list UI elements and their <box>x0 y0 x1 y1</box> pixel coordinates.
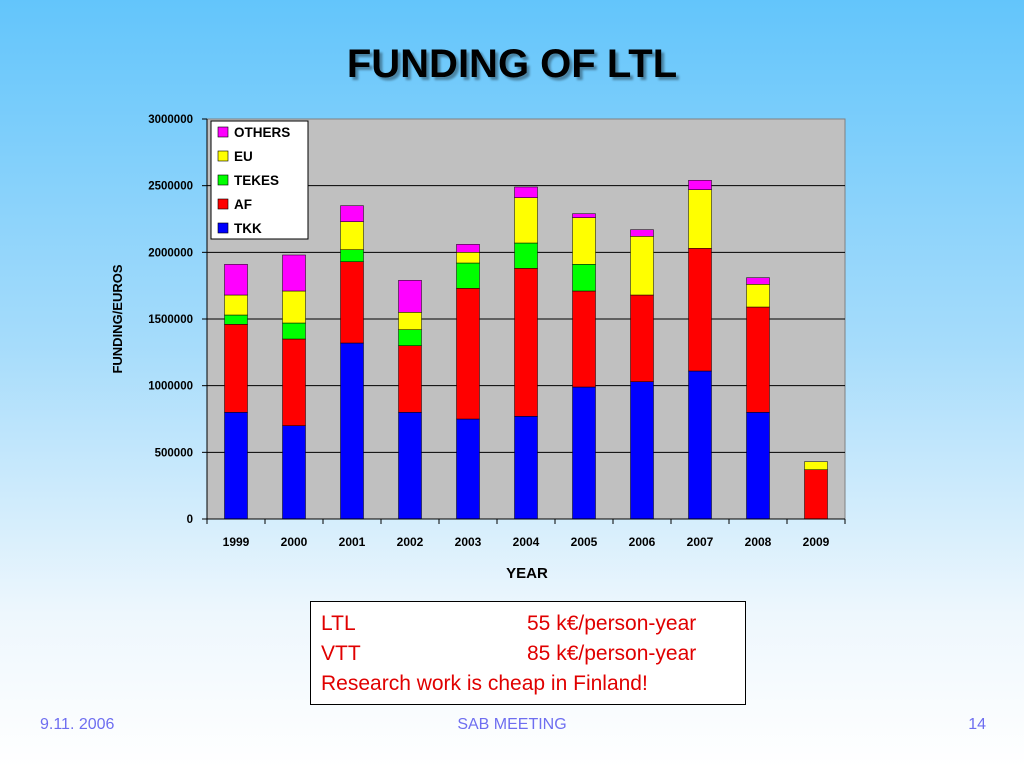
bar-stacks <box>224 180 828 520</box>
bar-segment-tkk-2000 <box>282 425 306 520</box>
bar-segment-tekes-2003 <box>456 262 480 289</box>
axes <box>202 118 846 524</box>
bar-segment-af-2008 <box>746 306 770 413</box>
y-tick-label: 2000000 <box>148 247 193 259</box>
bar-segment-eu-2001 <box>340 221 364 250</box>
bar-segment-others-2007 <box>688 180 712 190</box>
x-tick-label: 2003 <box>455 535 482 549</box>
bar-segment-af-2003 <box>456 288 480 420</box>
x-tick-label: 2006 <box>629 535 656 549</box>
bar-segment-af-2009 <box>804 469 828 520</box>
bar-segment-eu-2007 <box>688 189 712 249</box>
bar-segment-tkk-2007 <box>688 370 712 520</box>
bar-segment-others-2005 <box>572 213 596 218</box>
x-tick-label: 2002 <box>397 535 424 549</box>
bar-segment-eu-2009 <box>804 461 828 470</box>
bar-segment-tekes-2002 <box>398 329 422 346</box>
bar-segment-others-2001 <box>340 205 364 222</box>
x-tick-label: 2004 <box>513 535 540 549</box>
legend: OTHERS EU TEKES AF TKK <box>210 120 309 240</box>
legend-swatch-af <box>217 198 229 210</box>
x-tick-label: 2005 <box>571 535 598 549</box>
footer-date: 9.11. 2006 <box>40 716 115 733</box>
x-tick-label: 2001 <box>339 535 366 549</box>
funding-chart: 0 500000 1000000 1500000 2000000 2500000 30000… <box>110 114 846 582</box>
y-tick-label: 2500000 <box>148 181 193 193</box>
legend-swatch-tkk <box>217 222 229 234</box>
y-axis-label: FUNDING/EUROS <box>110 264 125 373</box>
x-tick-label: 2008 <box>745 535 772 549</box>
info-label: LTL <box>321 612 356 635</box>
page-number: 14 <box>968 716 986 733</box>
bar-segment-tekes-2000 <box>282 322 306 340</box>
bar-segment-af-1999 <box>224 324 248 413</box>
legend-swatch-tekes <box>217 174 229 186</box>
legend-label-af: AF <box>234 197 252 212</box>
bar-segment-tkk-2004 <box>514 416 538 520</box>
bar-segment-eu-2002 <box>398 312 422 330</box>
bar-segment-tekes-1999 <box>224 314 248 325</box>
bar-segment-others-2003 <box>456 244 480 253</box>
legend-swatch-others <box>217 126 229 138</box>
bar-segment-tekes-2005 <box>572 264 596 292</box>
legend-label-tkk: TKK <box>234 221 262 236</box>
bar-segment-tkk-1999 <box>224 412 248 520</box>
bar-segment-others-1999 <box>224 264 248 296</box>
bar-segment-others-2006 <box>630 229 654 237</box>
bar-segment-eu-2004 <box>514 197 538 244</box>
bar-segment-tkk-2001 <box>340 342 364 520</box>
y-tick-label: 0 <box>187 514 193 526</box>
bar-segment-af-2007 <box>688 248 712 372</box>
bar-segment-af-2005 <box>572 290 596 388</box>
y-tick-label: 1500000 <box>148 314 193 326</box>
bar-segment-af-2000 <box>282 338 306 426</box>
bar-segment-tekes-2001 <box>340 249 364 262</box>
bar-segment-af-2001 <box>340 261 364 344</box>
x-tick-label: 2009 <box>803 535 830 549</box>
x-tick-label: 2007 <box>687 535 714 549</box>
bar-segment-others-2008 <box>746 277 770 285</box>
info-row-vtt: VTT 85 k€/person-year <box>321 639 733 669</box>
footer-title: SAB MEETING <box>457 716 567 733</box>
info-label: VTT <box>321 642 361 665</box>
x-tick-label: 2000 <box>281 535 308 549</box>
x-tick-label: 1999 <box>223 535 250 549</box>
info-note: Research work is cheap in Finland! <box>321 672 648 695</box>
bar-segment-eu-2000 <box>282 290 306 324</box>
bar-segment-eu-2003 <box>456 252 480 264</box>
legend-swatch-eu <box>217 150 229 162</box>
legend-label-tekes: TEKES <box>234 173 279 188</box>
y-tick-label: 500000 <box>155 447 193 459</box>
bar-segment-af-2006 <box>630 294 654 382</box>
bar-segment-tkk-2005 <box>572 386 596 520</box>
info-value: 85 k€/person-year <box>527 642 697 665</box>
info-row-ltl: LTL 55 k€/person-year <box>321 609 733 639</box>
bar-segment-af-2004 <box>514 268 538 417</box>
x-tick-labels: 1999 2000 2001 2002 2003 2004 2005 2006 2007 2008… <box>223 535 830 549</box>
slide-title: FUNDING OF LTL <box>346 42 678 86</box>
legend-label-eu: EU <box>234 149 253 164</box>
y-tick-labels: 0 500000 1000000 1500000 2000000 2500000 30000… <box>148 114 193 526</box>
bar-segment-eu-2006 <box>630 236 654 296</box>
bar-segment-eu-2008 <box>746 284 770 308</box>
bar-segment-others-2000 <box>282 254 306 292</box>
bar-segment-tkk-2003 <box>456 418 480 520</box>
bar-segment-eu-2005 <box>572 217 596 265</box>
legend-label-others: OTHERS <box>234 125 290 140</box>
y-tick-label: 3000000 <box>148 114 193 126</box>
info-value: 55 k€/person-year <box>527 612 697 635</box>
bar-segment-eu-1999 <box>224 294 248 316</box>
bar-segment-others-2004 <box>514 186 538 198</box>
bar-segment-tkk-2006 <box>630 381 654 520</box>
y-tick-label: 1000000 <box>148 381 193 393</box>
x-axis-label: YEAR <box>506 565 548 582</box>
bar-segment-tkk-2008 <box>746 412 770 520</box>
cost-info-box: LTL 55 k€/person-year VTT 85 k€/person-y… <box>310 601 746 705</box>
bar-segment-tkk-2002 <box>398 412 422 520</box>
bar-segment-af-2002 <box>398 345 422 413</box>
bar-segment-others-2002 <box>398 280 422 313</box>
bar-segment-tekes-2004 <box>514 242 538 269</box>
